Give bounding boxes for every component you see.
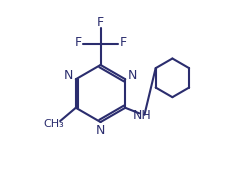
Text: N: N: [64, 69, 74, 82]
Text: CH₃: CH₃: [44, 119, 64, 129]
Text: N: N: [96, 124, 105, 137]
Text: F: F: [120, 36, 127, 49]
Text: N: N: [127, 69, 137, 82]
Text: F: F: [74, 36, 81, 49]
Text: F: F: [97, 16, 104, 29]
Text: NH: NH: [132, 109, 151, 122]
